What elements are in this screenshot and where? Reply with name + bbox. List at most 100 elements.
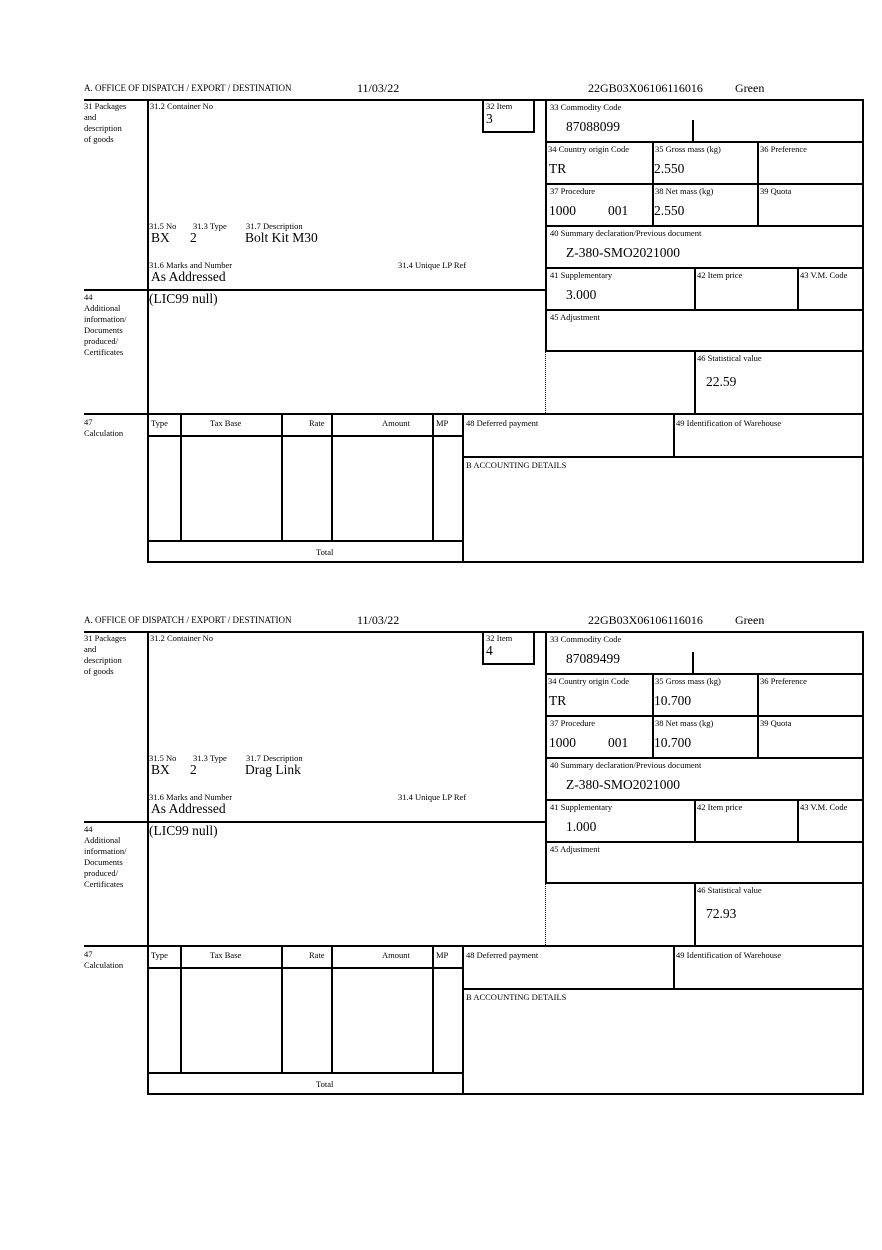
form-rule — [84, 945, 864, 947]
calc-header-type: Type — [151, 418, 168, 428]
form-rule — [862, 631, 864, 1093]
label-item-price: 42 Item price — [697, 270, 743, 280]
summary-document: Z-380-SMO2021000 — [566, 777, 680, 792]
package-kind: BX — [151, 762, 170, 777]
label-additional: 44 Additional information/ Documents pro… — [84, 292, 127, 357]
label-adjustment: 45 Adjustment — [550, 844, 600, 854]
form-rule — [652, 141, 654, 225]
label-calculation: 47 Calculation — [84, 949, 124, 970]
form-rule — [180, 413, 182, 540]
form-rule — [545, 225, 864, 227]
additional-info: (LIC99 null) — [149, 823, 218, 838]
form-rule — [180, 945, 182, 1072]
dotted-rule — [545, 882, 546, 945]
label-supplementary: 41 Supplementary — [550, 802, 613, 812]
route-status: Green — [735, 613, 765, 627]
form-rule — [545, 99, 547, 350]
calc-total-label: Total — [316, 547, 334, 557]
label-statistical: 46 Statistical value — [697, 885, 762, 895]
label-summary: 40 Summary declaration/Previous document — [550, 228, 702, 238]
form-rule — [84, 821, 547, 823]
form-rule — [652, 673, 654, 757]
label-pkg-type: 31.3 Type — [193, 753, 227, 763]
supplementary-units: 1.000 — [566, 819, 597, 834]
form-rule — [673, 413, 675, 456]
form-rule — [545, 183, 864, 185]
label-procedure: 37 Procedure — [550, 718, 596, 728]
calc-header-type: Type — [151, 950, 168, 960]
label-vm-code: 43 V.M. Code — [800, 270, 848, 280]
calc-total-label: Total — [316, 1079, 334, 1089]
item-number: 3 — [486, 111, 493, 126]
calc-header-tax-base: Tax Base — [210, 950, 242, 960]
reference-number: 22GB03X06106116016 — [588, 81, 703, 95]
package-kind: BX — [151, 230, 170, 245]
form-rule — [482, 663, 535, 665]
form-rule — [694, 882, 864, 884]
form-rule — [673, 945, 675, 988]
form-rule — [462, 945, 464, 1093]
label-commodity: 33 Commodity Code — [550, 634, 622, 644]
form-rule — [862, 99, 864, 561]
form-rule — [84, 99, 864, 101]
label-net: 38 Net mass (kg) — [655, 718, 714, 728]
calc-header-mp: MP — [436, 418, 449, 428]
calc-header-rate: Rate — [309, 950, 325, 960]
form-rule — [84, 289, 547, 291]
form-rule — [281, 945, 283, 1072]
label-description: 31.7 Description — [246, 753, 303, 763]
form-rule — [545, 673, 864, 675]
label-net: 38 Net mass (kg) — [655, 186, 714, 196]
net-mass: 2.550 — [654, 203, 685, 218]
label-summary: 40 Summary declaration/Previous document — [550, 760, 702, 770]
label-item: 32 Item — [486, 101, 513, 111]
form-rule — [147, 540, 464, 542]
calc-header-mp: MP — [436, 950, 449, 960]
form-rule — [757, 673, 759, 757]
label-supplementary: 41 Supplementary — [550, 270, 613, 280]
office-heading: A. OFFICE OF DISPATCH / EXPORT / DESTINA… — [84, 83, 292, 93]
label-country: 34 Country origin Code — [548, 144, 629, 154]
additional-info: (LIC99 null) — [149, 291, 218, 306]
form-rule — [147, 967, 464, 969]
dotted-rule — [545, 882, 694, 883]
label-deferred: 48 Deferred payment — [466, 950, 539, 960]
form-rule — [545, 267, 864, 269]
supplementary-units: 3.000 — [566, 287, 597, 302]
form-rule — [545, 631, 547, 882]
label-marks: 31.6 Marks and Number — [149, 260, 233, 270]
form-rule — [545, 841, 864, 843]
label-vm-code: 43 V.M. Code — [800, 802, 848, 812]
form-rule — [482, 131, 535, 133]
declaration-item-form: A. OFFICE OF DISPATCH / EXPORT / DESTINA… — [0, 81, 882, 568]
country-code: TR — [549, 693, 567, 708]
form-rule — [147, 435, 464, 437]
label-accounting: B ACCOUNTING DETAILS — [466, 992, 567, 1002]
label-description: 31.7 Description — [246, 221, 303, 231]
date: 11/03/22 — [357, 81, 400, 95]
calc-header-amount: Amount — [382, 418, 410, 428]
label-preference: 36 Preference — [760, 676, 807, 686]
form-rule — [694, 350, 864, 352]
label-unique-ref: 31.4 Unique LP Ref — [398, 260, 467, 270]
declaration-item-form: A. OFFICE OF DISPATCH / EXPORT / DESTINA… — [0, 613, 882, 1100]
label-pkg-no: 31.5 No — [149, 221, 177, 231]
reference-number: 22GB03X06106116016 — [588, 613, 703, 627]
form-rule — [482, 631, 484, 663]
label-container: 31.2 Container No — [150, 633, 214, 643]
form-rule — [147, 99, 149, 561]
procedure-extra: 001 — [608, 203, 629, 218]
form-rule — [84, 413, 864, 415]
label-packages: 31 Packages and description of goods — [84, 633, 127, 676]
form-rule — [482, 99, 484, 131]
form-rule — [545, 799, 864, 801]
label-statistical: 46 Statistical value — [697, 353, 762, 363]
marks-value: As Addressed — [151, 269, 226, 284]
form-rule — [84, 631, 864, 633]
label-quota: 39 Quota — [760, 186, 792, 196]
form-rule — [545, 715, 864, 717]
procedure-code: 1000 — [549, 203, 576, 218]
gross-mass: 10.700 — [654, 693, 692, 708]
label-pkg-no: 31.5 No — [149, 753, 177, 763]
